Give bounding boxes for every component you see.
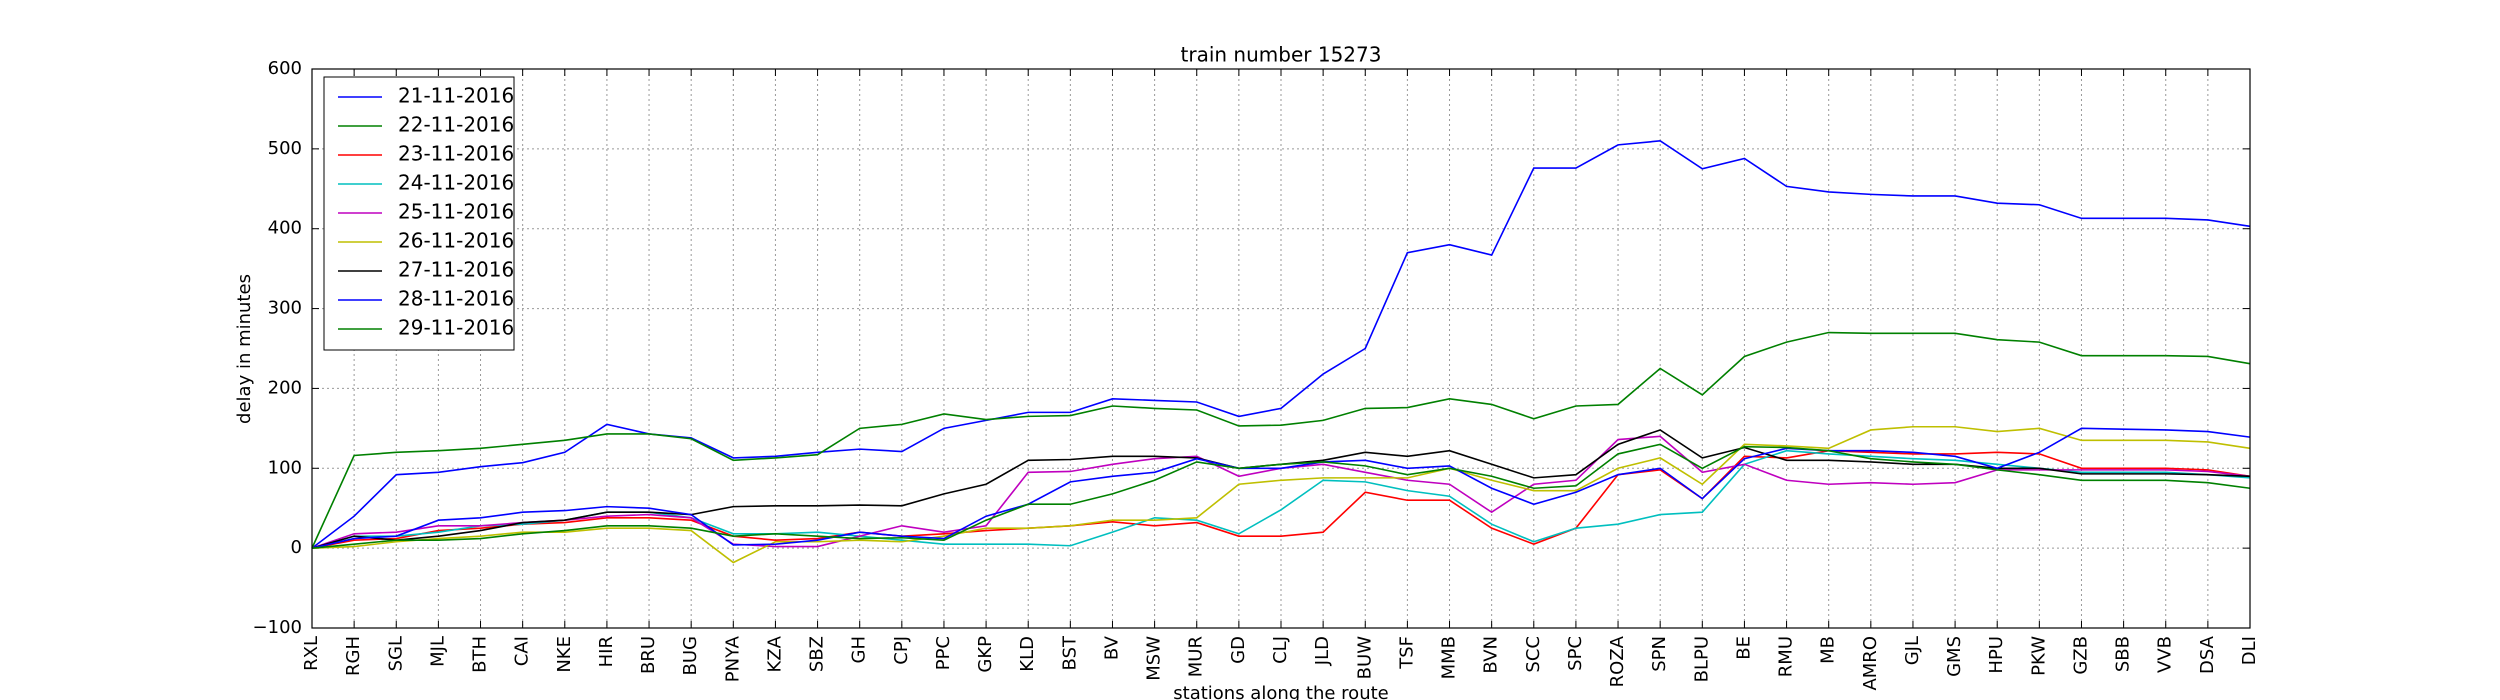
y-tick-label: 300 <box>268 298 302 319</box>
x-tick-label: ROZA <box>1607 635 1628 687</box>
legend-label: 22-11-2016 <box>398 113 514 137</box>
y-tick-label: 600 <box>268 58 302 79</box>
series-line <box>311 140 2251 549</box>
legend-label: 26-11-2016 <box>398 229 514 253</box>
x-tick-label: SGL <box>385 636 406 671</box>
x-tick-label: PNYA <box>722 635 743 682</box>
x-tick-label: AMRO <box>1860 636 1881 691</box>
x-tick-label: BE <box>1733 636 1754 660</box>
series-line <box>311 443 2251 549</box>
x-tick-label: BST <box>1059 635 1080 670</box>
y-tick-label: 500 <box>268 138 302 159</box>
legend-label: 23-11-2016 <box>398 142 514 166</box>
plot-frame <box>311 68 2251 629</box>
x-tick-label: NKE <box>554 636 575 673</box>
x-tick-label: MMB <box>1439 636 1460 679</box>
x-tick-label: BUW <box>1354 636 1375 680</box>
x-tick-label: BTH <box>470 636 491 673</box>
x-tick-label: GJL <box>1902 636 1923 665</box>
x-tick-label: HPU <box>1986 636 2007 674</box>
y-axis-label: delay in minutes <box>234 274 255 424</box>
x-tick-label: MSW <box>1144 636 1165 681</box>
x-tick-label: DLI <box>2239 636 2260 665</box>
series-line <box>311 331 2251 549</box>
x-tick-label: BLPU <box>1691 636 1712 682</box>
x-tick-label: CAI <box>512 636 533 666</box>
x-tick-label: HIR <box>596 636 617 667</box>
x-tick-label: JLD <box>1312 636 1333 666</box>
x-tick-label: GZB <box>2070 636 2091 675</box>
y-tick-label: 200 <box>268 377 302 398</box>
legend-label: 25-11-2016 <box>398 200 514 224</box>
x-tick-label: CLJ <box>1270 636 1291 664</box>
x-tick-label: DSA <box>2197 635 2218 674</box>
legend: 21-11-2016 22-11-2016 23-11-2016 24-11-2016… <box>323 76 515 351</box>
x-tick-label: CPJ <box>891 636 912 665</box>
legend-label: 29-11-2016 <box>398 316 514 340</box>
x-tick-label: SBZ <box>807 636 828 672</box>
x-tick-label: GH <box>849 636 870 663</box>
x-tick-label: BV <box>1101 635 1122 660</box>
x-tick-label: PKW <box>2028 636 2049 676</box>
series-line <box>311 425 2251 564</box>
x-tick-label: KLD <box>1017 636 1038 672</box>
x-tick-label: SPC <box>1565 636 1586 671</box>
x-tick-label: GD <box>1228 636 1249 664</box>
legend-label: 21-11-2016 <box>398 84 514 108</box>
x-tick-label: MB <box>1818 636 1839 664</box>
x-tick-label: GKP <box>975 636 996 673</box>
chart-title: train number 15273 <box>1181 43 1382 67</box>
x-tick-label: SBB <box>2113 636 2134 672</box>
x-tick-label: MUR <box>1186 636 1207 677</box>
x-tick-label: BRU <box>638 636 659 674</box>
x-tick-label: KZA <box>764 635 785 672</box>
x-tick-label: BUG <box>680 636 701 675</box>
x-tick-label: RGH <box>343 636 364 676</box>
legend-label: 24-11-2016 <box>398 171 514 195</box>
x-tick-label: MJL <box>427 636 448 667</box>
x-axis-label: stations along the route <box>1173 683 1388 700</box>
x-tick-label: GMS <box>1944 636 1965 677</box>
series-line <box>311 427 2251 549</box>
legend-label: 27-11-2016 <box>398 258 514 282</box>
x-tick-label: TSF <box>1396 636 1417 670</box>
x-tick-label: PPC <box>933 636 954 670</box>
x-tick-label: RMU <box>1776 636 1797 677</box>
x-tick-label: RXL <box>301 636 322 671</box>
y-tick-label: −100 <box>253 617 302 638</box>
x-tick-label: BVN <box>1481 636 1502 674</box>
legend-label: 28-11-2016 <box>398 287 514 311</box>
y-tick-label: 0 <box>291 537 302 558</box>
x-tick-label: VVB <box>2155 636 2176 673</box>
x-tick-label: SPN <box>1649 636 1670 672</box>
x-tick-label: SCC <box>1523 636 1544 673</box>
y-tick-label: 100 <box>268 457 302 478</box>
y-tick-label: 400 <box>268 218 302 239</box>
